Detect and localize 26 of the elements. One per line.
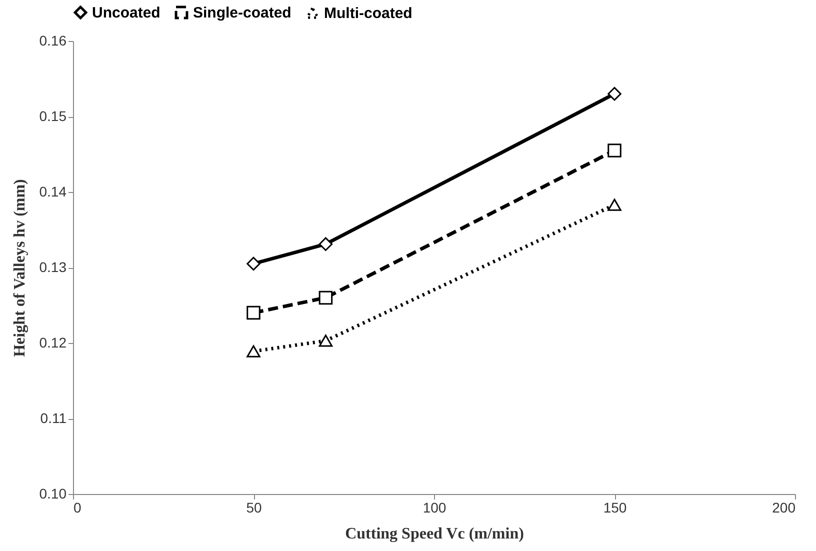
y-tick-label: 0.10: [39, 486, 67, 502]
point: [246, 306, 260, 320]
x-axis-title: Cutting Speed Vc (m/min): [345, 526, 524, 542]
point: [608, 86, 622, 101]
x-tick-label: 50: [246, 500, 262, 516]
y-tick-label: 0.14: [39, 184, 67, 200]
y-tick-label: 0.11: [40, 410, 67, 426]
legend-label: Single-coated: [193, 4, 292, 22]
y-tick-label: 0.12: [39, 334, 67, 350]
x-tick-label: 200: [772, 500, 796, 516]
point: [318, 290, 333, 305]
point: [318, 237, 333, 251]
x-tick-label: 150: [603, 500, 627, 516]
point: [246, 256, 260, 271]
y-tick-label: 0.16: [39, 32, 67, 48]
legend-label: Uncoated: [92, 4, 160, 22]
legend-label: Multi-coated: [324, 4, 412, 22]
x-tick-label: 100: [422, 500, 446, 516]
point: [246, 345, 260, 358]
y-axis-title: Height of Valleys hv (mm): [11, 179, 28, 357]
x-tick-label: 0: [74, 500, 82, 516]
y-tick-label: 0.15: [39, 108, 67, 124]
point: [318, 334, 333, 347]
point: [608, 198, 622, 211]
y-tick-label: 0.13: [39, 259, 67, 275]
point: [608, 144, 622, 158]
